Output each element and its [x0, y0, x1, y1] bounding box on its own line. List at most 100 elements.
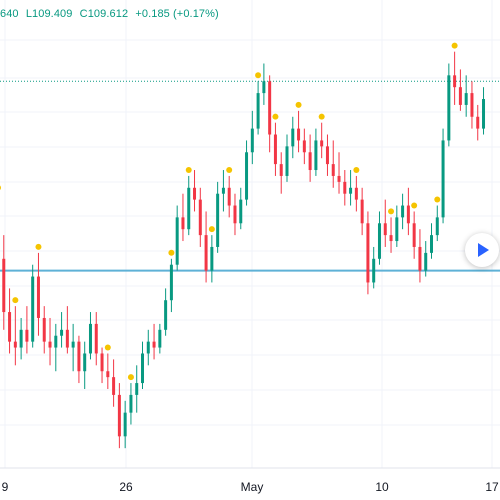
candle-body	[48, 341, 52, 348]
candle	[146, 329, 150, 366]
candle	[458, 69, 462, 111]
candle-body	[482, 99, 486, 129]
candle-body	[383, 223, 387, 236]
candle-body	[19, 329, 23, 348]
candle	[233, 193, 237, 236]
candle-body	[424, 252, 428, 271]
candle	[187, 175, 191, 236]
candle	[435, 205, 439, 242]
event-marker[interactable]	[434, 196, 441, 203]
x-tick-label: 9	[2, 480, 9, 494]
candle	[262, 63, 266, 105]
candle-body	[331, 164, 335, 176]
candle	[250, 110, 254, 165]
event-marker[interactable]	[168, 249, 175, 256]
candle-body	[256, 93, 260, 129]
candle	[377, 211, 381, 265]
candle-body	[36, 276, 40, 318]
candle-body	[135, 383, 139, 395]
candle-body	[13, 341, 17, 348]
candle-body	[210, 246, 214, 271]
candle-body	[389, 235, 393, 242]
event-marker[interactable]	[127, 374, 134, 381]
candle	[2, 235, 6, 330]
candle	[198, 187, 202, 247]
candle-body	[71, 341, 75, 348]
candle	[464, 75, 468, 117]
event-marker[interactable]	[12, 297, 19, 304]
candle-body	[447, 75, 451, 141]
candle	[285, 134, 289, 182]
candle-body	[2, 258, 6, 313]
event-marker[interactable]	[208, 226, 215, 233]
candle-body	[146, 341, 150, 354]
candle	[60, 312, 64, 348]
candle	[256, 81, 260, 135]
candle	[94, 312, 98, 366]
event-marker[interactable]	[451, 42, 458, 49]
candle-body	[227, 187, 231, 206]
candle	[100, 347, 104, 384]
candle	[268, 75, 272, 153]
candle	[31, 264, 35, 348]
event-marker[interactable]	[104, 344, 111, 351]
candle-body	[94, 323, 98, 354]
candle	[129, 383, 133, 425]
candle-body	[233, 205, 237, 224]
event-marker[interactable]	[411, 202, 418, 209]
candle-body	[31, 276, 35, 342]
event-marker[interactable]	[185, 166, 192, 173]
candle	[158, 323, 162, 354]
play-icon	[478, 243, 489, 257]
ohlc-close: C109.612	[79, 8, 129, 20]
candle-body	[88, 323, 92, 354]
candle-body	[453, 75, 457, 88]
candle	[36, 252, 40, 336]
candle-body	[193, 187, 197, 200]
candle-body	[458, 87, 462, 105]
candle	[349, 170, 353, 206]
candle-body	[412, 223, 416, 247]
candle	[302, 128, 306, 165]
candle	[239, 187, 243, 230]
candle	[77, 335, 81, 384]
candle-body	[77, 341, 81, 372]
candle-body	[308, 152, 312, 171]
candle	[141, 341, 144, 389]
event-marker[interactable]	[388, 208, 395, 215]
candle-body	[42, 317, 46, 342]
event-marker[interactable]	[35, 243, 42, 250]
candle-body	[320, 140, 324, 147]
candle-body	[418, 246, 422, 271]
candle-body	[8, 312, 12, 342]
candle	[181, 193, 185, 242]
event-marker[interactable]	[226, 166, 233, 173]
candle-body	[297, 128, 301, 141]
candle-body	[239, 199, 243, 224]
candle-body	[129, 394, 133, 413]
event-marker[interactable]	[255, 72, 262, 79]
candle-body	[360, 199, 364, 224]
candle	[8, 288, 12, 354]
candle-body	[25, 329, 29, 342]
candle-body	[476, 116, 480, 129]
candle-body	[291, 128, 295, 147]
event-marker[interactable]	[0, 185, 1, 191]
candle-body	[268, 81, 272, 135]
candle	[372, 246, 376, 289]
candle	[123, 400, 127, 449]
event-marker[interactable]	[353, 166, 360, 173]
ohlc-open: 640	[0, 8, 19, 20]
candle-body	[273, 134, 277, 165]
time-axis: 9 26 May 10 17	[2, 480, 499, 494]
play-button[interactable]	[465, 233, 499, 267]
event-marker[interactable]	[318, 113, 325, 120]
candle	[401, 193, 405, 230]
event-marker[interactable]	[295, 101, 302, 108]
event-marker[interactable]	[272, 113, 279, 120]
candle	[314, 128, 318, 176]
candle	[25, 306, 29, 354]
price-lines	[0, 80, 500, 272]
